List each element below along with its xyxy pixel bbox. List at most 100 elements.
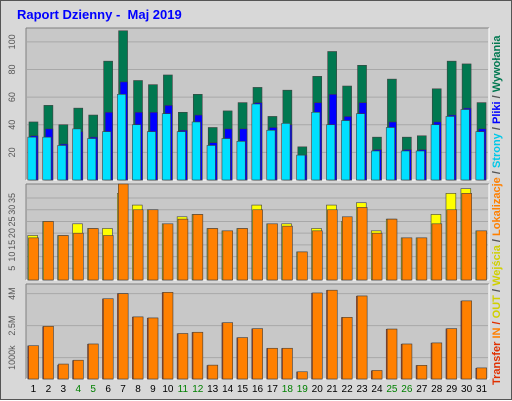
x-tick-label: 8 [135,384,141,395]
bar-middle-lokalizacje [401,237,413,281]
panel-top-ytick-label: 40 [7,120,17,130]
bar-bottom-in [327,289,338,380]
x-tick-label: 20 [312,384,324,395]
bar-bottom-in [297,371,308,380]
bar-middle-lokalizacje [446,209,458,281]
panel-top-ytick-label: 80 [7,64,17,74]
x-tick-label: 29 [446,384,458,395]
bar-bottom-in [73,359,84,380]
bar-top-strony [311,111,321,181]
chart-title: Raport Dzienny - Maj 2019 [17,7,182,22]
x-tick-label: 26 [401,384,413,395]
x-tick-label: 16 [252,384,264,395]
bar-bottom-in [237,337,248,380]
x-tick-label: 1 [31,384,37,395]
bar-top-strony [281,123,291,181]
panel-bottom-ytick-label: 4M [7,287,17,300]
bar-top-strony [251,103,261,181]
bar-bottom-in [431,342,443,380]
bar-bottom-in [401,343,413,380]
bar-top-strony [102,131,112,181]
x-tick-label: 17 [267,384,279,395]
bar-middle-lokalizacje [356,207,368,281]
legend-in: IN [491,327,503,339]
bar-middle-lokalizacje [476,230,487,281]
bar-bottom-in [371,370,383,380]
bar-top-strony [415,150,425,181]
legend-strony: Strony [491,133,503,169]
panel-top-ytick-label: 20 [7,147,17,157]
x-tick-label: 30 [461,384,473,395]
panel-middle-ytick-label: 5 [7,266,17,271]
x-tick-label: 31 [476,384,488,395]
panel-middle-ytick-label: 15 [7,240,17,250]
x-tick-label: 13 [207,384,219,395]
legend-wejscia: Wejścia [491,245,503,286]
bar-top-strony [27,136,37,181]
x-tick-label: 2 [46,384,52,395]
bar-bottom-in [192,331,204,380]
bar-top-strony [221,138,231,181]
bar-top-strony [296,154,306,181]
x-tick-label: 18 [282,384,294,395]
bar-middle-lokalizacje [118,183,129,281]
bar-bottom-in [103,298,114,380]
bar-bottom-in [267,347,278,380]
bar-top-strony [206,145,216,181]
panel-bottom-ytick-label: 2.5M [7,316,17,336]
bar-bottom-in [177,333,189,380]
x-tick-label: 10 [162,384,174,395]
legend-sep-3: / [491,235,503,243]
bar-bottom-in [356,295,368,380]
x-tick-label: 28 [431,384,443,395]
bar-top-strony [161,113,171,181]
panel-middle-ytick-label: 35 [7,193,17,203]
legend-sep-2: / [491,285,503,293]
bar-bottom-in [147,317,159,380]
x-tick-label: 6 [105,384,111,395]
bar-top-strony [72,128,82,181]
legend-wywolania: Wywołania [491,35,503,93]
bar-bottom-in [386,328,398,380]
bar-top-strony [236,141,246,181]
bar-middle-lokalizacje [28,237,39,281]
bar-middle-lokalizacje [461,193,472,281]
bar-bottom-in [118,293,129,380]
bar-middle-lokalizacje [58,235,69,281]
bar-bottom-in [43,325,54,380]
x-tick-label: 15 [237,384,249,395]
bar-bottom-in [312,292,323,380]
bar-middle-lokalizacje [43,221,54,281]
legend-sep-4: / [491,168,503,175]
legend-lokalizacje: Lokalizacje [491,177,503,236]
bar-middle-lokalizacje [282,225,293,281]
bar-bottom-in [461,300,472,380]
bar-bottom-in [207,364,219,380]
panel-middle-ytick-label: 30 [7,205,17,215]
bar-top-strony [326,124,336,181]
bar-top-strony [117,94,127,181]
panel-top-ytick-label: 60 [7,92,17,102]
bar-bottom-in [416,365,428,380]
bar-middle-lokalizacje [431,223,443,281]
bar-top-strony [87,138,97,181]
bar-middle-lokalizacje [297,251,308,281]
x-tick-label: 24 [371,384,383,395]
x-tick-label: 19 [297,384,309,395]
x-tick-label: 14 [222,384,234,395]
legend-transfer: Transfer [491,341,503,385]
bar-top-strony [132,124,142,181]
bar-top-strony [400,150,410,181]
x-tick-label: 25 [386,384,398,395]
bar-top-strony [371,150,380,181]
bar-top-strony [341,120,351,181]
legend-sep-1: / [491,318,503,325]
bar-bottom-in [88,343,99,380]
bar-top-strony [475,131,485,181]
x-tick-label: 9 [150,384,156,395]
bar-middle-lokalizacje [147,209,159,281]
bar-top-strony [385,127,395,181]
bar-middle-lokalizacje [371,232,383,281]
